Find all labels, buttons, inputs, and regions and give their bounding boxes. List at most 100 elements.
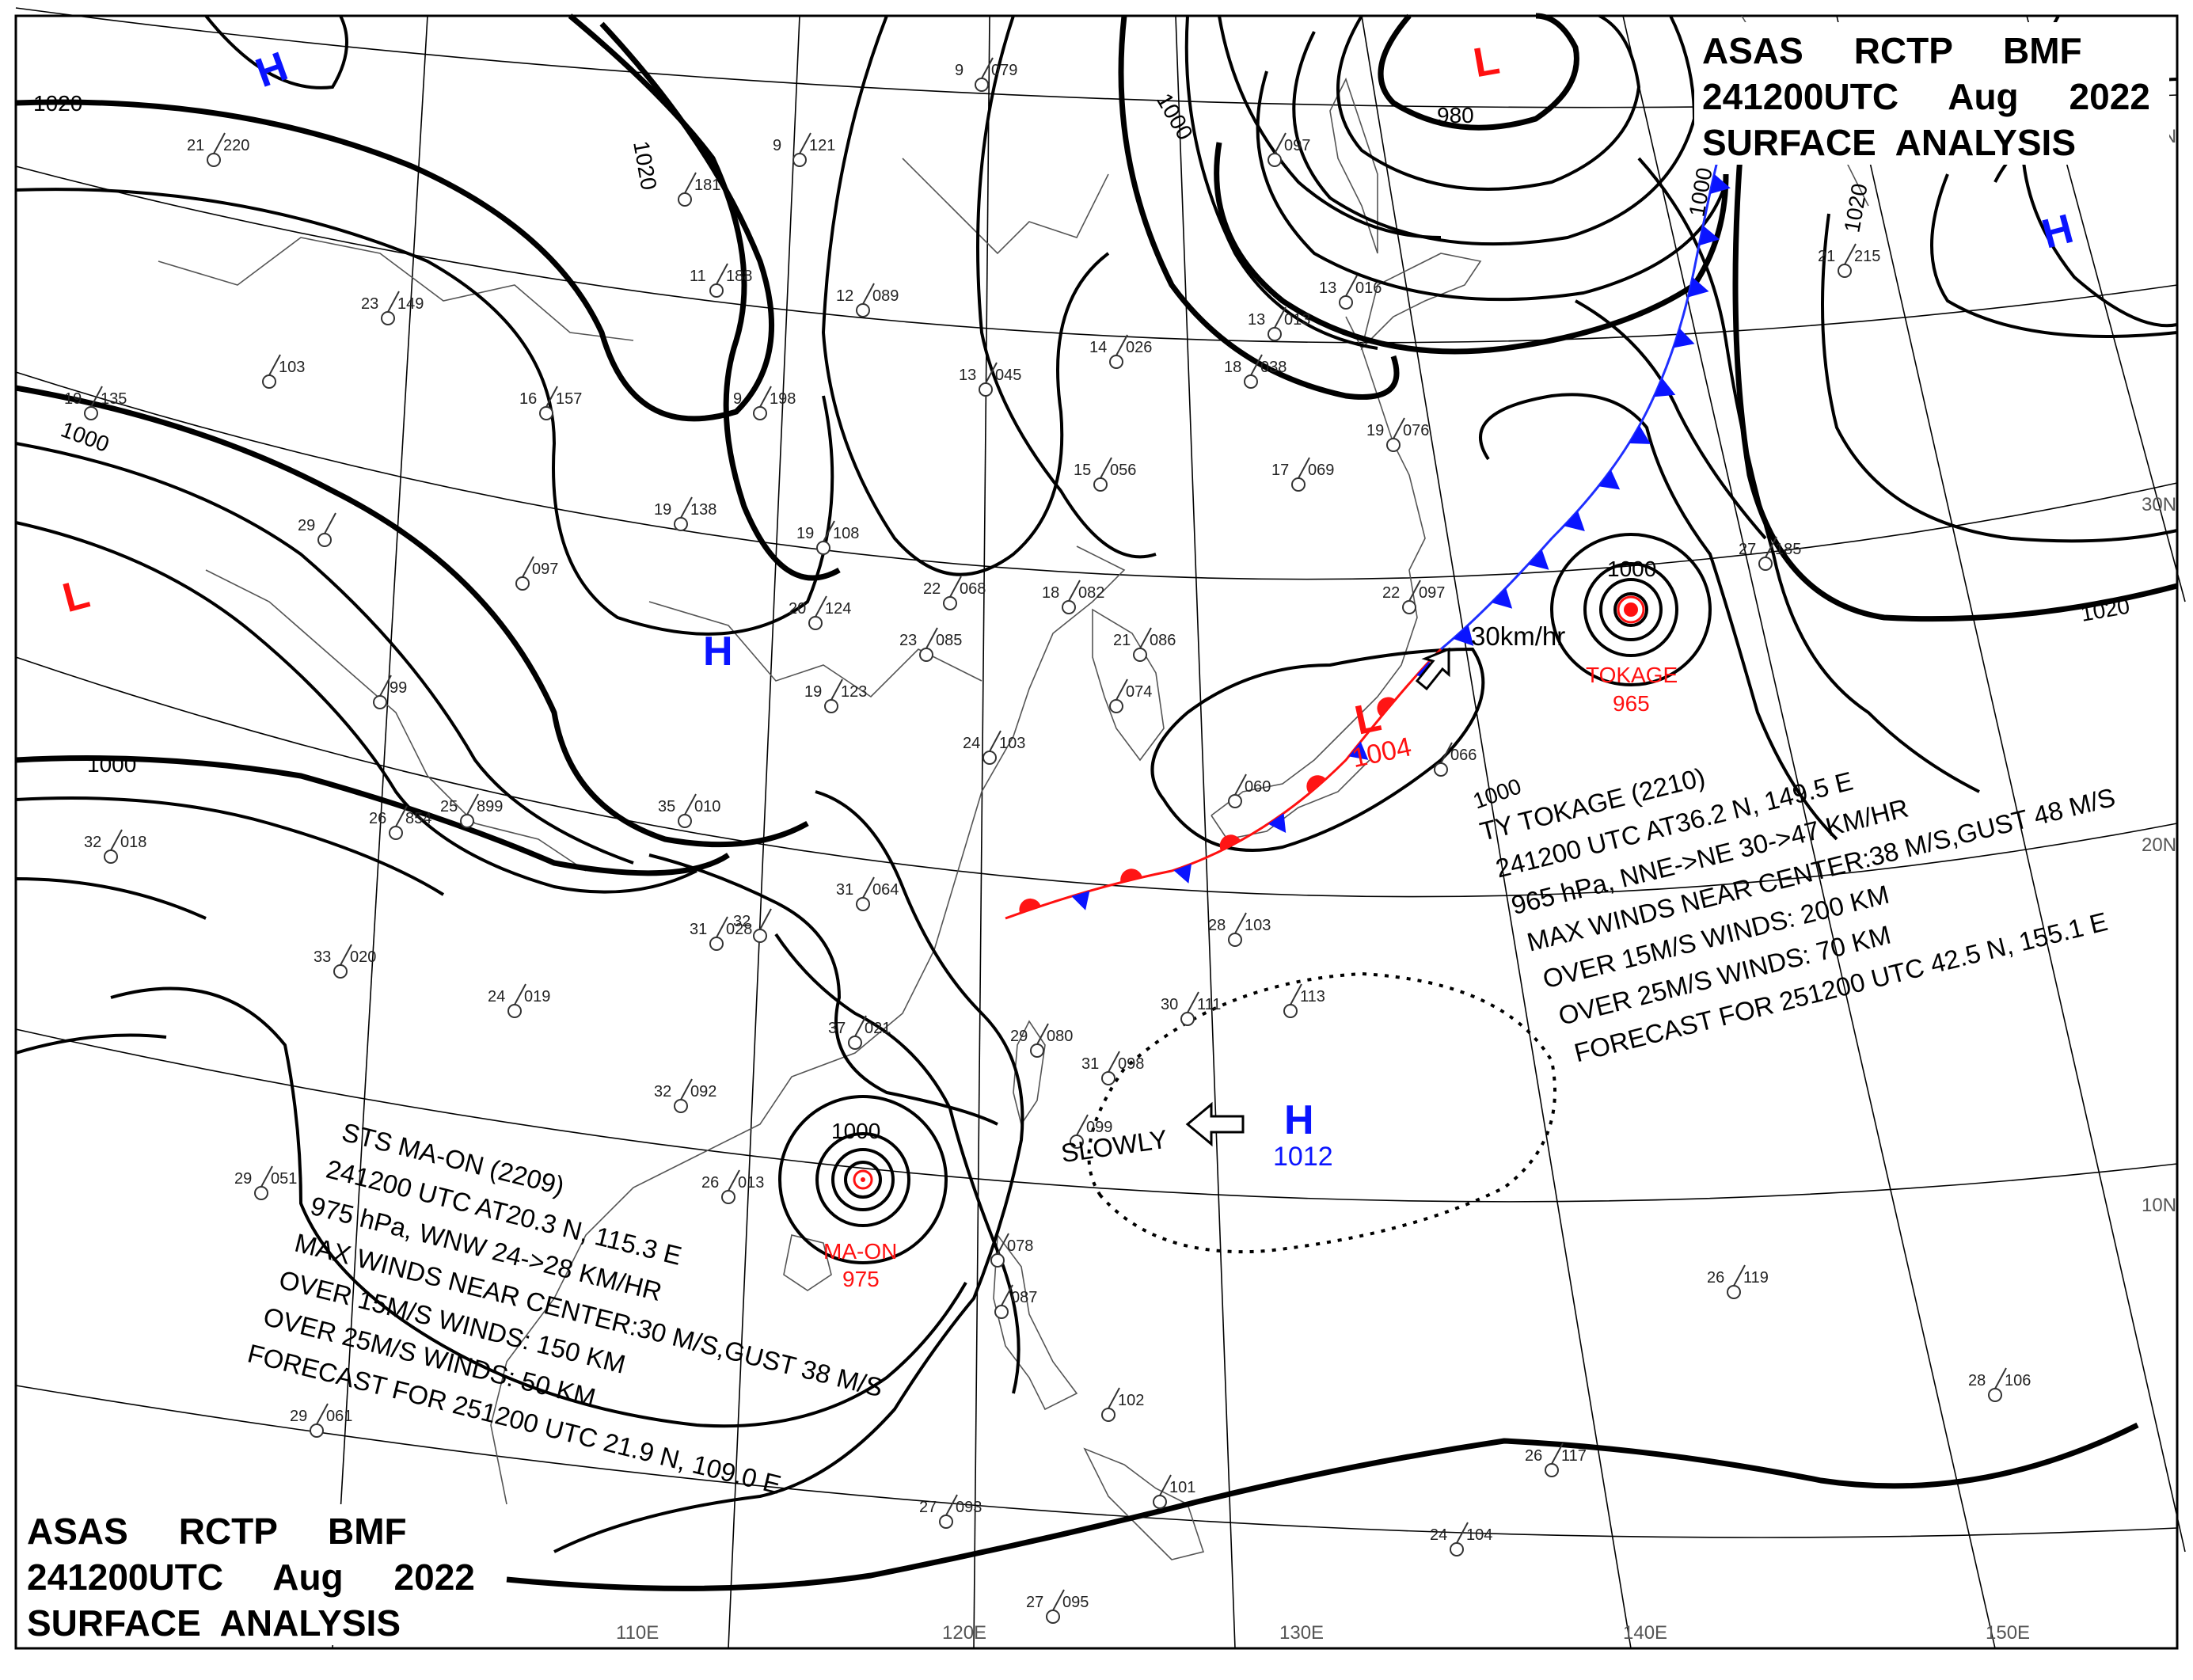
- station-pressure: 021: [865, 1020, 891, 1037]
- storm-name: TOKAGE: [1586, 663, 1678, 687]
- wind-barb-icon: [949, 576, 962, 598]
- station-plot: 26 119: [1707, 1264, 1769, 1299]
- wind-barb-icon: [1116, 678, 1128, 701]
- station-pressure: 074: [1126, 683, 1152, 701]
- warm-front-semicircle: [1019, 898, 1041, 914]
- cold-front-triangle: [1673, 328, 1695, 348]
- typhoon-center-ring: [1617, 595, 1645, 624]
- station-pressure: 124: [825, 600, 851, 618]
- lon-115e: [973, 15, 990, 1649]
- station-plot: 35 010: [658, 793, 720, 828]
- station-circle-icon: [1109, 355, 1123, 369]
- station-plot: 102: [1101, 1387, 1144, 1422]
- station-circle-icon: [753, 406, 767, 420]
- header-background: [19, 1504, 502, 1645]
- station-pressure: 064: [872, 881, 899, 899]
- wind-barb-icon: [862, 876, 875, 899]
- isobar-e-2: [1575, 299, 1767, 540]
- isobar-label: 1000: [831, 1119, 880, 1143]
- isobar-se-2: [774, 933, 1020, 1394]
- station-circle-icon: [1228, 933, 1242, 947]
- isobar-1000-w: [15, 385, 809, 848]
- warm-front-semicircle: [1306, 775, 1326, 794]
- wind-barb-icon: [1994, 1367, 2007, 1389]
- header-line: ASAS RCTP BMF: [27, 1511, 407, 1552]
- wind-barb-icon: [268, 354, 281, 376]
- isobar-label: 980: [1437, 103, 1474, 127]
- wind-barb-icon: [1234, 912, 1247, 934]
- station-plot: 099: [1070, 1114, 1112, 1149]
- isobar-1020-nw: [15, 21, 774, 422]
- station-circle-icon: [753, 929, 767, 943]
- isobar-w-6: [15, 877, 207, 920]
- isobar-nw-2: [15, 188, 834, 636]
- maon-info: STS MA-ON (2209) 241200 UTC AT20.3 N, 11…: [245, 1117, 886, 1499]
- wind-barb-icon: [379, 675, 392, 697]
- cold-front-triangle: [1071, 891, 1090, 910]
- cold-front-triangle: [1453, 625, 1474, 646]
- wind-barb-icon: [759, 908, 772, 930]
- station-plot: 13 013: [1248, 306, 1310, 341]
- station-temperature: 28: [1968, 1372, 1986, 1389]
- station-pressure: 117: [1561, 1447, 1587, 1465]
- station-temperature: 19: [804, 683, 822, 701]
- isobar-dotted-1012: [1087, 971, 1556, 1254]
- station-circle-icon: [1062, 600, 1076, 614]
- wind-barb-icon: [1234, 773, 1247, 796]
- station-temperature: 13: [1248, 311, 1265, 329]
- station-temperature: 35: [658, 798, 675, 815]
- station-plot: 32: [733, 908, 772, 943]
- station-circle-icon: [1244, 374, 1258, 389]
- wind-barb-icon: [1844, 243, 1857, 265]
- borders-1: [158, 237, 634, 341]
- isobar-1000-se: [506, 1422, 2139, 1591]
- station-plot: 26 013: [701, 1169, 764, 1204]
- station-pressure: 092: [690, 1083, 716, 1100]
- station-circle-icon: [674, 1099, 688, 1113]
- cold-front-triangle: [1268, 813, 1287, 834]
- wind-barb-icon: [316, 1403, 329, 1425]
- station-plot: 28 103: [1208, 912, 1271, 947]
- station-plot: 16 157: [519, 386, 582, 420]
- station-pressure: 215: [1854, 248, 1880, 265]
- isobar-s-3: [110, 986, 967, 1428]
- station-temperature: 24: [488, 988, 505, 1005]
- isobar-e-3: [1479, 393, 1838, 841]
- low-center-symbol: L: [1470, 37, 1503, 87]
- station-pressure: 019: [524, 988, 550, 1005]
- wind-barb-icon: [945, 1494, 958, 1516]
- wind-barb-icon: [1159, 1474, 1172, 1496]
- isobar-maon-3: [831, 1148, 895, 1211]
- station-plot: 99: [373, 675, 407, 709]
- cold-front-triangle: [1491, 587, 1513, 609]
- lon-150e: [1836, 15, 2186, 1553]
- isobar-cn-1: [821, 15, 1110, 576]
- isobar-ne-2: [1821, 213, 2178, 543]
- wind-barb-icon: [1551, 1442, 1564, 1465]
- station-pressure: 111: [1197, 996, 1221, 1013]
- wind-barb-icon: [1290, 983, 1302, 1005]
- station-plot: 23 085: [899, 627, 962, 662]
- station-pressure: 061: [326, 1408, 352, 1425]
- station-temperature: 33: [314, 948, 331, 966]
- station-pressure: 098: [1118, 1055, 1144, 1073]
- station-plot: 9 198: [733, 386, 796, 420]
- station-temperature: 32: [84, 834, 101, 851]
- station-pressure: 093: [956, 1499, 982, 1516]
- station-plot: 181: [678, 172, 720, 207]
- wind-barb-icon: [90, 386, 103, 408]
- wind-barb-icon: [1139, 627, 1152, 649]
- station-pressure: 854: [405, 810, 431, 827]
- isobar-label: 1020: [1839, 181, 1872, 234]
- station-circle-icon: [262, 374, 276, 389]
- station-circle-icon: [943, 596, 957, 610]
- wind-barb-icon: [1765, 536, 1777, 558]
- station-pressure: 013: [738, 1174, 764, 1192]
- station-plot: 074: [1109, 678, 1152, 713]
- station-temperature: 19: [64, 390, 82, 408]
- map-frame: [14, 14, 2179, 1650]
- station-pressure: 089: [872, 287, 899, 305]
- station-temperature: 14: [1089, 339, 1107, 356]
- wind-barb-icon: [815, 595, 827, 618]
- station-circle-icon: [1402, 600, 1416, 614]
